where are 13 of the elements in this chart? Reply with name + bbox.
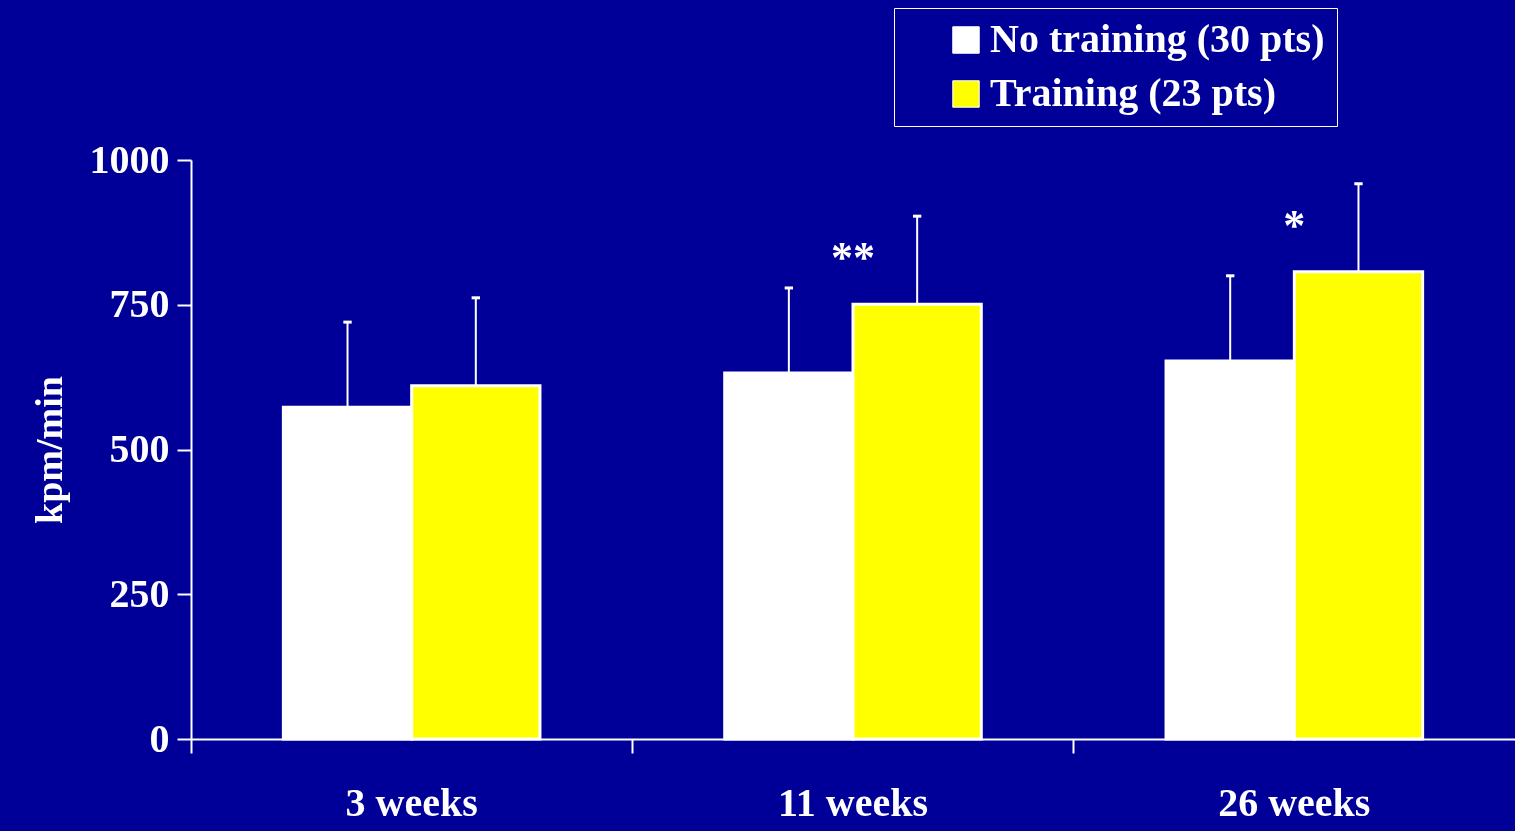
x-tick-label: 3 weeks	[345, 779, 478, 825]
y-axis-title: kpm/min	[27, 376, 70, 524]
y-tick-label: 500	[109, 426, 170, 471]
y-tick-label: 1000	[89, 136, 170, 182]
legend-label: Training (23 pts)	[990, 70, 1276, 115]
x-tick-label: 26 weeks	[1218, 779, 1371, 825]
x-tick-label: 11 weeks	[778, 779, 928, 825]
annotation: **	[831, 233, 875, 283]
y-tick-label: 0	[149, 715, 170, 761]
y-tick-label: 750	[109, 281, 170, 327]
y-tick-label: 250	[109, 570, 170, 616]
annotation: *	[1283, 200, 1306, 250]
legend-label: No training (30 pts)	[990, 16, 1325, 61]
